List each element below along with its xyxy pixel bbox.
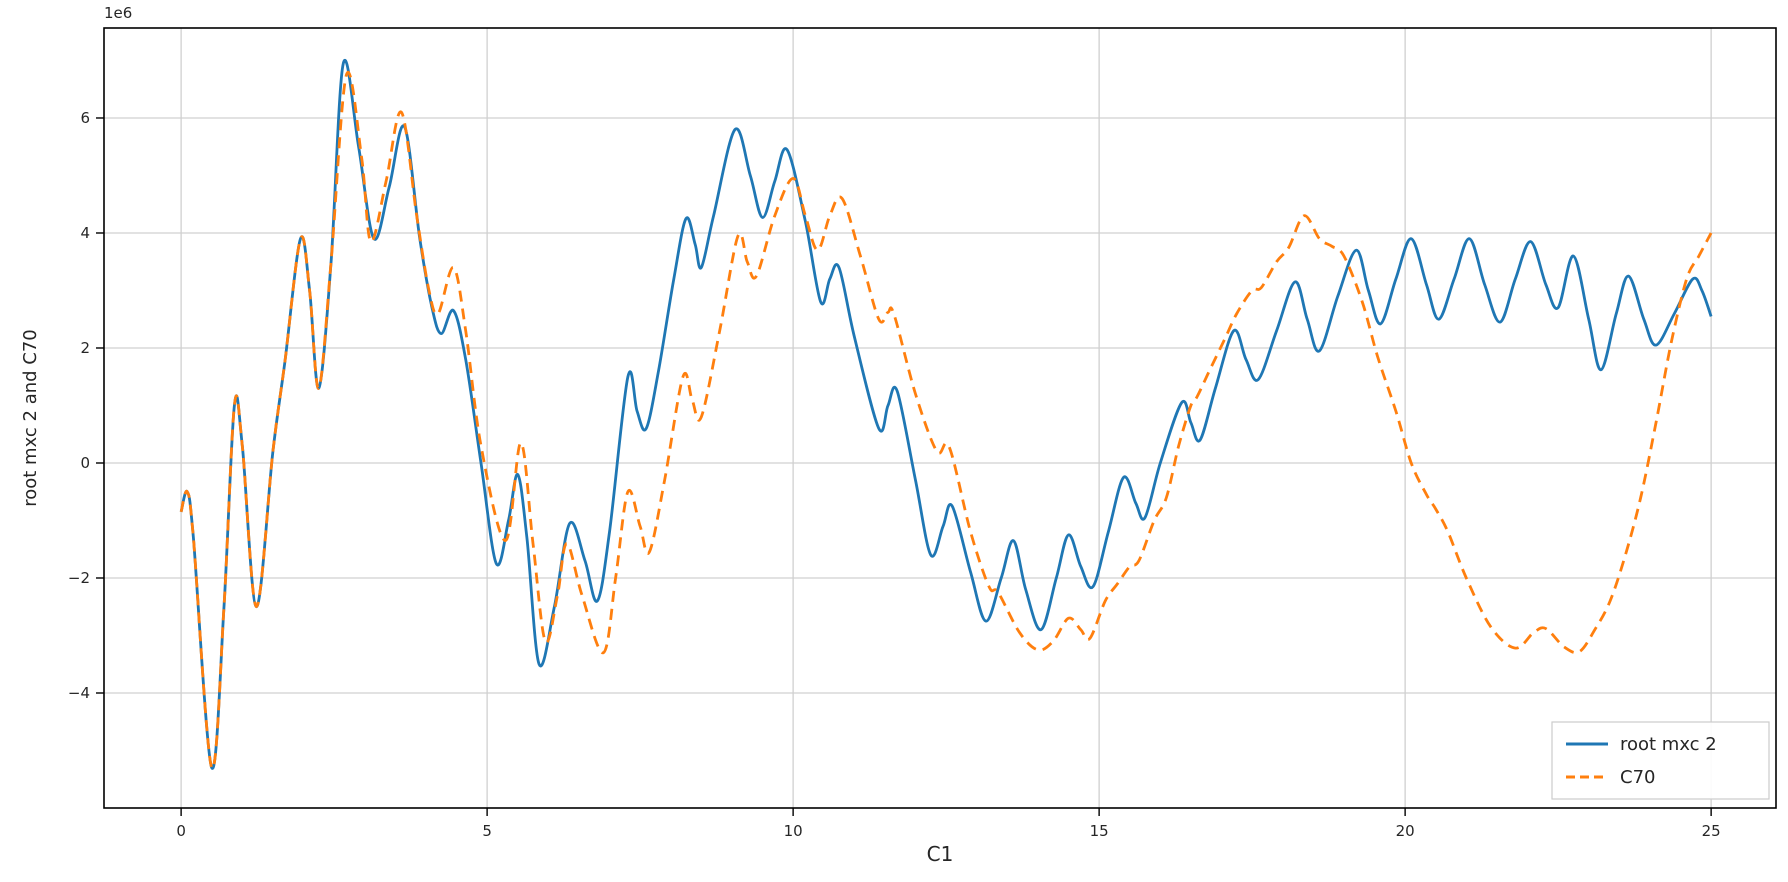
y-axis-label: root mxc 2 and C70 <box>20 329 41 507</box>
x-tick-label: 10 <box>784 822 803 840</box>
x-tick-label: 25 <box>1702 822 1721 840</box>
series-lines <box>179 59 1713 770</box>
x-axis-label: C1 <box>927 842 954 866</box>
legend[interactable]: root mxc 2 C70 <box>1551 721 1770 800</box>
x-tick-label: 0 <box>176 822 186 840</box>
axis-tick-labels: 0 5 10 15 20 25 −4 −2 0 2 4 6 <box>68 109 1721 840</box>
y-tick-label: 2 <box>80 339 90 357</box>
y-axis-offset-label: 1e6 <box>104 4 132 22</box>
axis-ticks <box>96 117 1712 816</box>
gridlines <box>104 28 1776 808</box>
legend-label: root mxc 2 <box>1620 734 1717 755</box>
y-tick-label: 0 <box>80 454 90 472</box>
y-tick-label: 4 <box>80 224 90 242</box>
y-tick-label: −4 <box>68 684 90 702</box>
y-tick-label: −2 <box>68 569 90 587</box>
x-tick-label: 20 <box>1396 822 1415 840</box>
series-line-c70 <box>179 70 1713 770</box>
series-line-root-mxc-2 <box>179 59 1713 770</box>
x-tick-label: 15 <box>1090 822 1109 840</box>
x-tick-label: 5 <box>482 822 492 840</box>
y-tick-label: 6 <box>80 109 90 127</box>
plot-border <box>103 27 1777 809</box>
legend-label: C70 <box>1620 767 1655 788</box>
legend-box <box>1551 721 1770 800</box>
